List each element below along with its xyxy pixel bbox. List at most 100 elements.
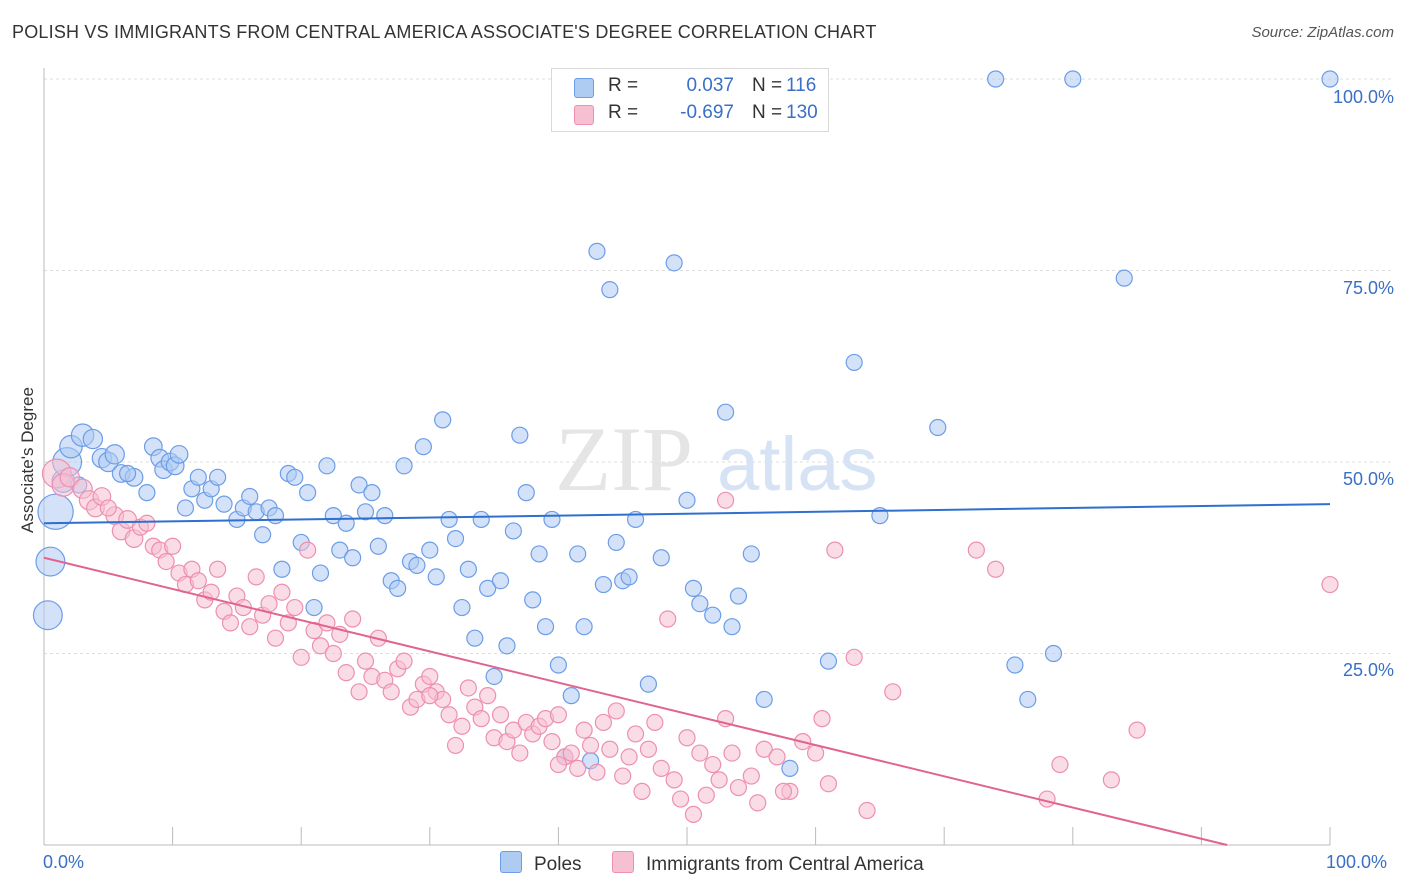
data-point [819, 775, 838, 793]
data-point [286, 598, 304, 617]
data-point [118, 464, 137, 483]
data-point [104, 444, 125, 465]
data-point [549, 706, 568, 724]
data-point [35, 546, 66, 577]
data-point [241, 487, 259, 506]
data-point [562, 687, 580, 705]
data-point [723, 618, 741, 636]
data-point [742, 545, 760, 563]
data-point [363, 484, 381, 502]
data-point [209, 560, 227, 578]
data-point [273, 560, 291, 578]
data-point [710, 771, 728, 789]
data-point [266, 507, 285, 525]
data-point [241, 618, 259, 636]
data-point [459, 679, 477, 697]
data-point [369, 537, 387, 555]
data-point [684, 579, 703, 597]
data-point [395, 457, 413, 475]
data-point [511, 744, 529, 762]
data-point [659, 610, 677, 628]
trend-line-poles [43, 503, 1331, 525]
data-point [678, 491, 696, 509]
data-point [614, 767, 632, 785]
data-point [209, 468, 227, 486]
data-point [350, 476, 368, 494]
bottom-legend-central-america: Immigrants from Central America [612, 851, 924, 876]
data-point [247, 568, 265, 586]
data-point [742, 767, 760, 785]
data-point [581, 736, 600, 755]
data-point [626, 725, 645, 743]
data-point [215, 495, 233, 513]
data-point [138, 514, 156, 532]
data-point [254, 526, 272, 544]
data-point [517, 484, 535, 502]
data-point [337, 514, 355, 532]
data-point [530, 545, 548, 563]
legend-label-poles: Poles [534, 854, 582, 875]
data-point [472, 710, 490, 728]
data-point [498, 637, 516, 655]
data-point [305, 598, 323, 617]
data-point [601, 740, 619, 758]
y-tick-25: 25.0% [1342, 660, 1394, 680]
data-point [549, 656, 568, 674]
data-point [729, 587, 748, 605]
data-point [376, 507, 394, 525]
data-point [774, 782, 793, 800]
data-point [453, 598, 471, 617]
data-point [633, 782, 651, 800]
data-point [299, 484, 317, 502]
data-point [716, 403, 735, 421]
data-point [318, 457, 336, 475]
data-point [620, 748, 638, 766]
data-point [344, 549, 362, 567]
data-point [421, 687, 439, 705]
data-point [324, 644, 342, 663]
data-point [485, 667, 503, 686]
data-point [729, 778, 748, 797]
data-point [176, 499, 195, 517]
legend-label-central-america: Immigrants from Central America [646, 854, 924, 875]
data-point [1128, 721, 1146, 739]
data-point [543, 732, 561, 751]
data-point [575, 721, 593, 739]
data-point [691, 595, 709, 613]
data-point [704, 755, 722, 774]
legend-swatch-blue [574, 78, 594, 98]
data-point [607, 702, 625, 720]
x-tick-0: 0.0% [43, 852, 85, 872]
data-point [601, 281, 619, 299]
data-point [472, 510, 490, 529]
data-point [286, 468, 304, 486]
legend-n-label: N = [752, 75, 783, 96]
trend-line-central-america [43, 556, 1228, 846]
data-point [768, 748, 786, 766]
data-point [684, 805, 703, 823]
data-point [987, 70, 1005, 88]
data-point [414, 438, 432, 456]
data-point [118, 510, 137, 529]
data-point [665, 254, 683, 272]
data-point [408, 556, 426, 575]
data-point [1102, 771, 1120, 789]
legend-n-label: N = [752, 102, 783, 123]
data-point [440, 706, 458, 724]
data-point [1051, 755, 1069, 774]
data-point [813, 710, 831, 728]
data-point [1044, 644, 1063, 663]
data-point [266, 629, 285, 647]
data-point [1006, 656, 1024, 674]
data-point [389, 579, 407, 597]
data-point [189, 468, 207, 486]
chart-title: POLISH VS IMMIGRANTS FROM CENTRAL AMERIC… [12, 22, 877, 42]
data-point [421, 667, 439, 686]
data-point [1321, 575, 1339, 594]
data-point [704, 606, 722, 624]
data-point [1115, 269, 1133, 287]
legend-r-value: -0.697 [680, 102, 734, 123]
data-point [446, 529, 465, 548]
data-point [59, 467, 80, 488]
trend-lines [43, 503, 1331, 846]
